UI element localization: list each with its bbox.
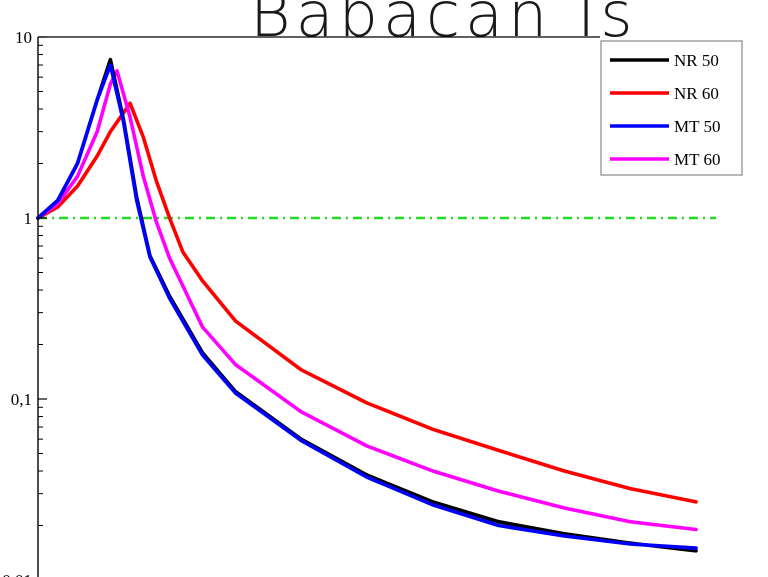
- y-axis: 10 1 0,1 0,01: [2, 28, 600, 577]
- legend: NR 50 NR 60 MT 50 MT 60: [600, 40, 743, 176]
- series-line-mt-50: [36, 63, 698, 550]
- legend-label: NR 50: [674, 51, 719, 70]
- series-line-mt-60: [36, 69, 698, 532]
- legend-label: NR 60: [674, 84, 719, 103]
- y-tick-label: 0,1: [11, 390, 32, 409]
- legend-label: MT 60: [674, 150, 720, 169]
- y-tick-label: 10: [15, 28, 32, 47]
- heading-fragment: Babacan Is: [250, 0, 638, 51]
- series-line-nr-60: [36, 101, 698, 504]
- legend-box: [600, 40, 743, 176]
- series-group: [36, 57, 698, 553]
- y-tick-label: 1: [24, 209, 33, 228]
- y-tick-label: 0,01: [2, 571, 32, 577]
- legend-label: MT 50: [674, 117, 720, 136]
